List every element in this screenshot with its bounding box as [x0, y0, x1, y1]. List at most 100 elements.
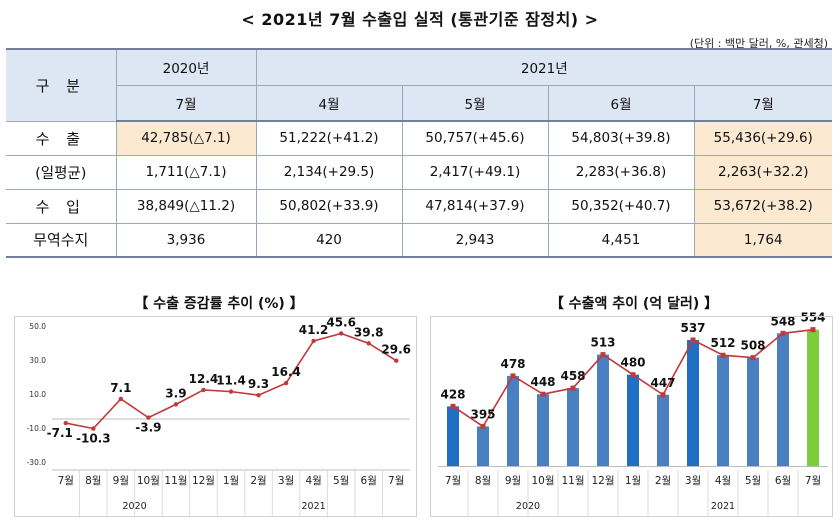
- growth-data-label: 41.2: [299, 323, 329, 337]
- header-month: 7월: [693, 85, 832, 122]
- amount-point: [480, 423, 486, 429]
- growth-data-label: 9.3: [248, 377, 269, 391]
- year-label: 2020: [516, 501, 540, 512]
- table-cell: 38,849(△11.2): [115, 188, 256, 223]
- amount-bar: [447, 406, 459, 466]
- amount-bar: [507, 375, 519, 466]
- row-label: 수 입: [6, 188, 116, 223]
- header-year-2021: 2021년: [255, 48, 832, 86]
- x-tick-label: 5월: [333, 475, 349, 487]
- y-tick-label: 10.0: [29, 390, 46, 399]
- header-month: 7월: [115, 85, 256, 122]
- amount-data-label: 448: [530, 375, 555, 389]
- growth-data-label: -7.1: [47, 426, 73, 440]
- x-tick-label: 10월: [531, 475, 554, 487]
- growth-point: [173, 402, 179, 407]
- growth-data-label: -3.9: [135, 421, 161, 435]
- amount-point: [660, 392, 666, 398]
- amount-data-label: 428: [440, 387, 465, 401]
- y-tick-label: 50.0: [29, 322, 46, 331]
- growth-point: [91, 426, 96, 431]
- growth-point: [118, 396, 124, 402]
- amount-point: [810, 327, 816, 333]
- table-cell: 2,134(+29.5): [255, 154, 402, 189]
- growth-point: [146, 415, 151, 420]
- growth-point: [394, 358, 399, 363]
- table-cell: 47,814(+37.9): [401, 188, 548, 223]
- amount-data-label: 458: [560, 369, 585, 383]
- x-tick-label: 9월: [113, 475, 129, 487]
- table-cell: 50,802(+33.9): [255, 188, 402, 223]
- x-tick-label: 5월: [745, 475, 761, 487]
- export-amount-chart: 【 수출액 추이 (억 달러) 】 428 395 478 448 458 513 480 4…: [430, 295, 833, 517]
- amount-data-label: 513: [590, 336, 615, 350]
- growth-data-label: -10.3: [76, 432, 111, 446]
- amount-bar: [747, 357, 759, 466]
- table-cell: 51,222(+41.2): [255, 120, 402, 155]
- x-tick-label: 7월: [58, 475, 74, 487]
- amount-data-label: 548: [770, 314, 795, 328]
- x-tick-label: 9월: [505, 475, 521, 487]
- header-year-2020: 2020년: [115, 48, 256, 86]
- amount-data-label: 554: [800, 311, 825, 325]
- amount-data-label: 478: [500, 357, 525, 371]
- amount-point: [690, 337, 696, 343]
- x-tick-label: 8월: [475, 475, 491, 487]
- amount-data-label: 537: [680, 321, 705, 335]
- growth-point: [228, 389, 234, 394]
- header-month: 6월: [547, 85, 694, 122]
- x-tick-label: 7월: [388, 475, 404, 487]
- chart-title: 【 수출액 추이 (억 달러) 】: [550, 295, 718, 312]
- table-cell: 1,764: [693, 222, 832, 258]
- amount-data-label: 447: [650, 376, 675, 390]
- amount-bar: [717, 355, 729, 466]
- y-tick-label: 30.0: [29, 356, 46, 365]
- x-tick-label: 1월: [223, 475, 239, 487]
- growth-data-label: 11.4: [216, 374, 246, 388]
- table-row: 무역수지 3,936 420 2,943 4,451 1,764: [6, 222, 832, 258]
- x-tick-label: 7월: [805, 475, 821, 487]
- amount-data-label: 480: [620, 356, 645, 370]
- row-label: 수 출: [6, 120, 116, 155]
- table-cell: 55,436(+29.6): [693, 120, 832, 155]
- growth-point: [201, 387, 206, 393]
- table-cell: 50,757(+45.6): [401, 120, 548, 155]
- row-label: 무역수지: [6, 222, 116, 258]
- growth-point: [366, 341, 371, 346]
- growth-data-label: 3.9: [165, 386, 186, 400]
- header-category: 구 분: [6, 48, 116, 121]
- table-cell: 2,943: [401, 222, 548, 258]
- x-tick-label: 8월: [85, 475, 101, 487]
- year-label: 2021: [711, 501, 735, 512]
- table-cell: 420: [255, 222, 402, 258]
- x-tick-label: 7월: [445, 475, 461, 487]
- x-tick-label: 11월: [164, 475, 187, 487]
- year-label: 2020: [123, 501, 147, 512]
- amount-point: [570, 385, 576, 391]
- x-tick-label: 12월: [591, 475, 614, 487]
- table-cell: 50,352(+40.7): [547, 188, 694, 223]
- amount-point: [600, 352, 606, 358]
- amount-point: [750, 355, 756, 361]
- export-growth-chart: 【 수출 증감률 추이 (%) 】 50.0 30.0 10.0 -10.0 -30.0…: [14, 295, 417, 517]
- amount-point: [780, 330, 786, 336]
- amount-bar: [537, 394, 549, 466]
- growth-data-label: 7.1: [110, 381, 131, 395]
- x-tick-label: 12월: [192, 475, 215, 487]
- amount-point: [510, 373, 516, 379]
- table-cell: 54,803(+39.8): [547, 120, 694, 155]
- growth-point: [338, 331, 344, 336]
- amount-point: [540, 391, 546, 397]
- growth-data-label: 39.8: [354, 325, 384, 339]
- table-row: 수 출 42,785(△7.1) 51,222(+41.2) 50,757(+4…: [6, 120, 832, 155]
- table-row: (일평균) 1,711(△7.1) 2,134(+29.5) 2,417(+49…: [6, 154, 832, 189]
- table-cell: 4,451: [547, 222, 694, 258]
- growth-point: [256, 392, 261, 398]
- amount-point: [720, 352, 726, 358]
- year-label: 2021: [302, 501, 326, 512]
- growth-point: [311, 338, 316, 344]
- growth-data-label: 16.4: [271, 365, 301, 379]
- x-tick-label: 3월: [278, 475, 294, 487]
- table-row: 수 입 38,849(△11.2) 50,802(+33.9) 47,814(+…: [6, 188, 832, 223]
- x-tick-label: 3월: [685, 475, 701, 487]
